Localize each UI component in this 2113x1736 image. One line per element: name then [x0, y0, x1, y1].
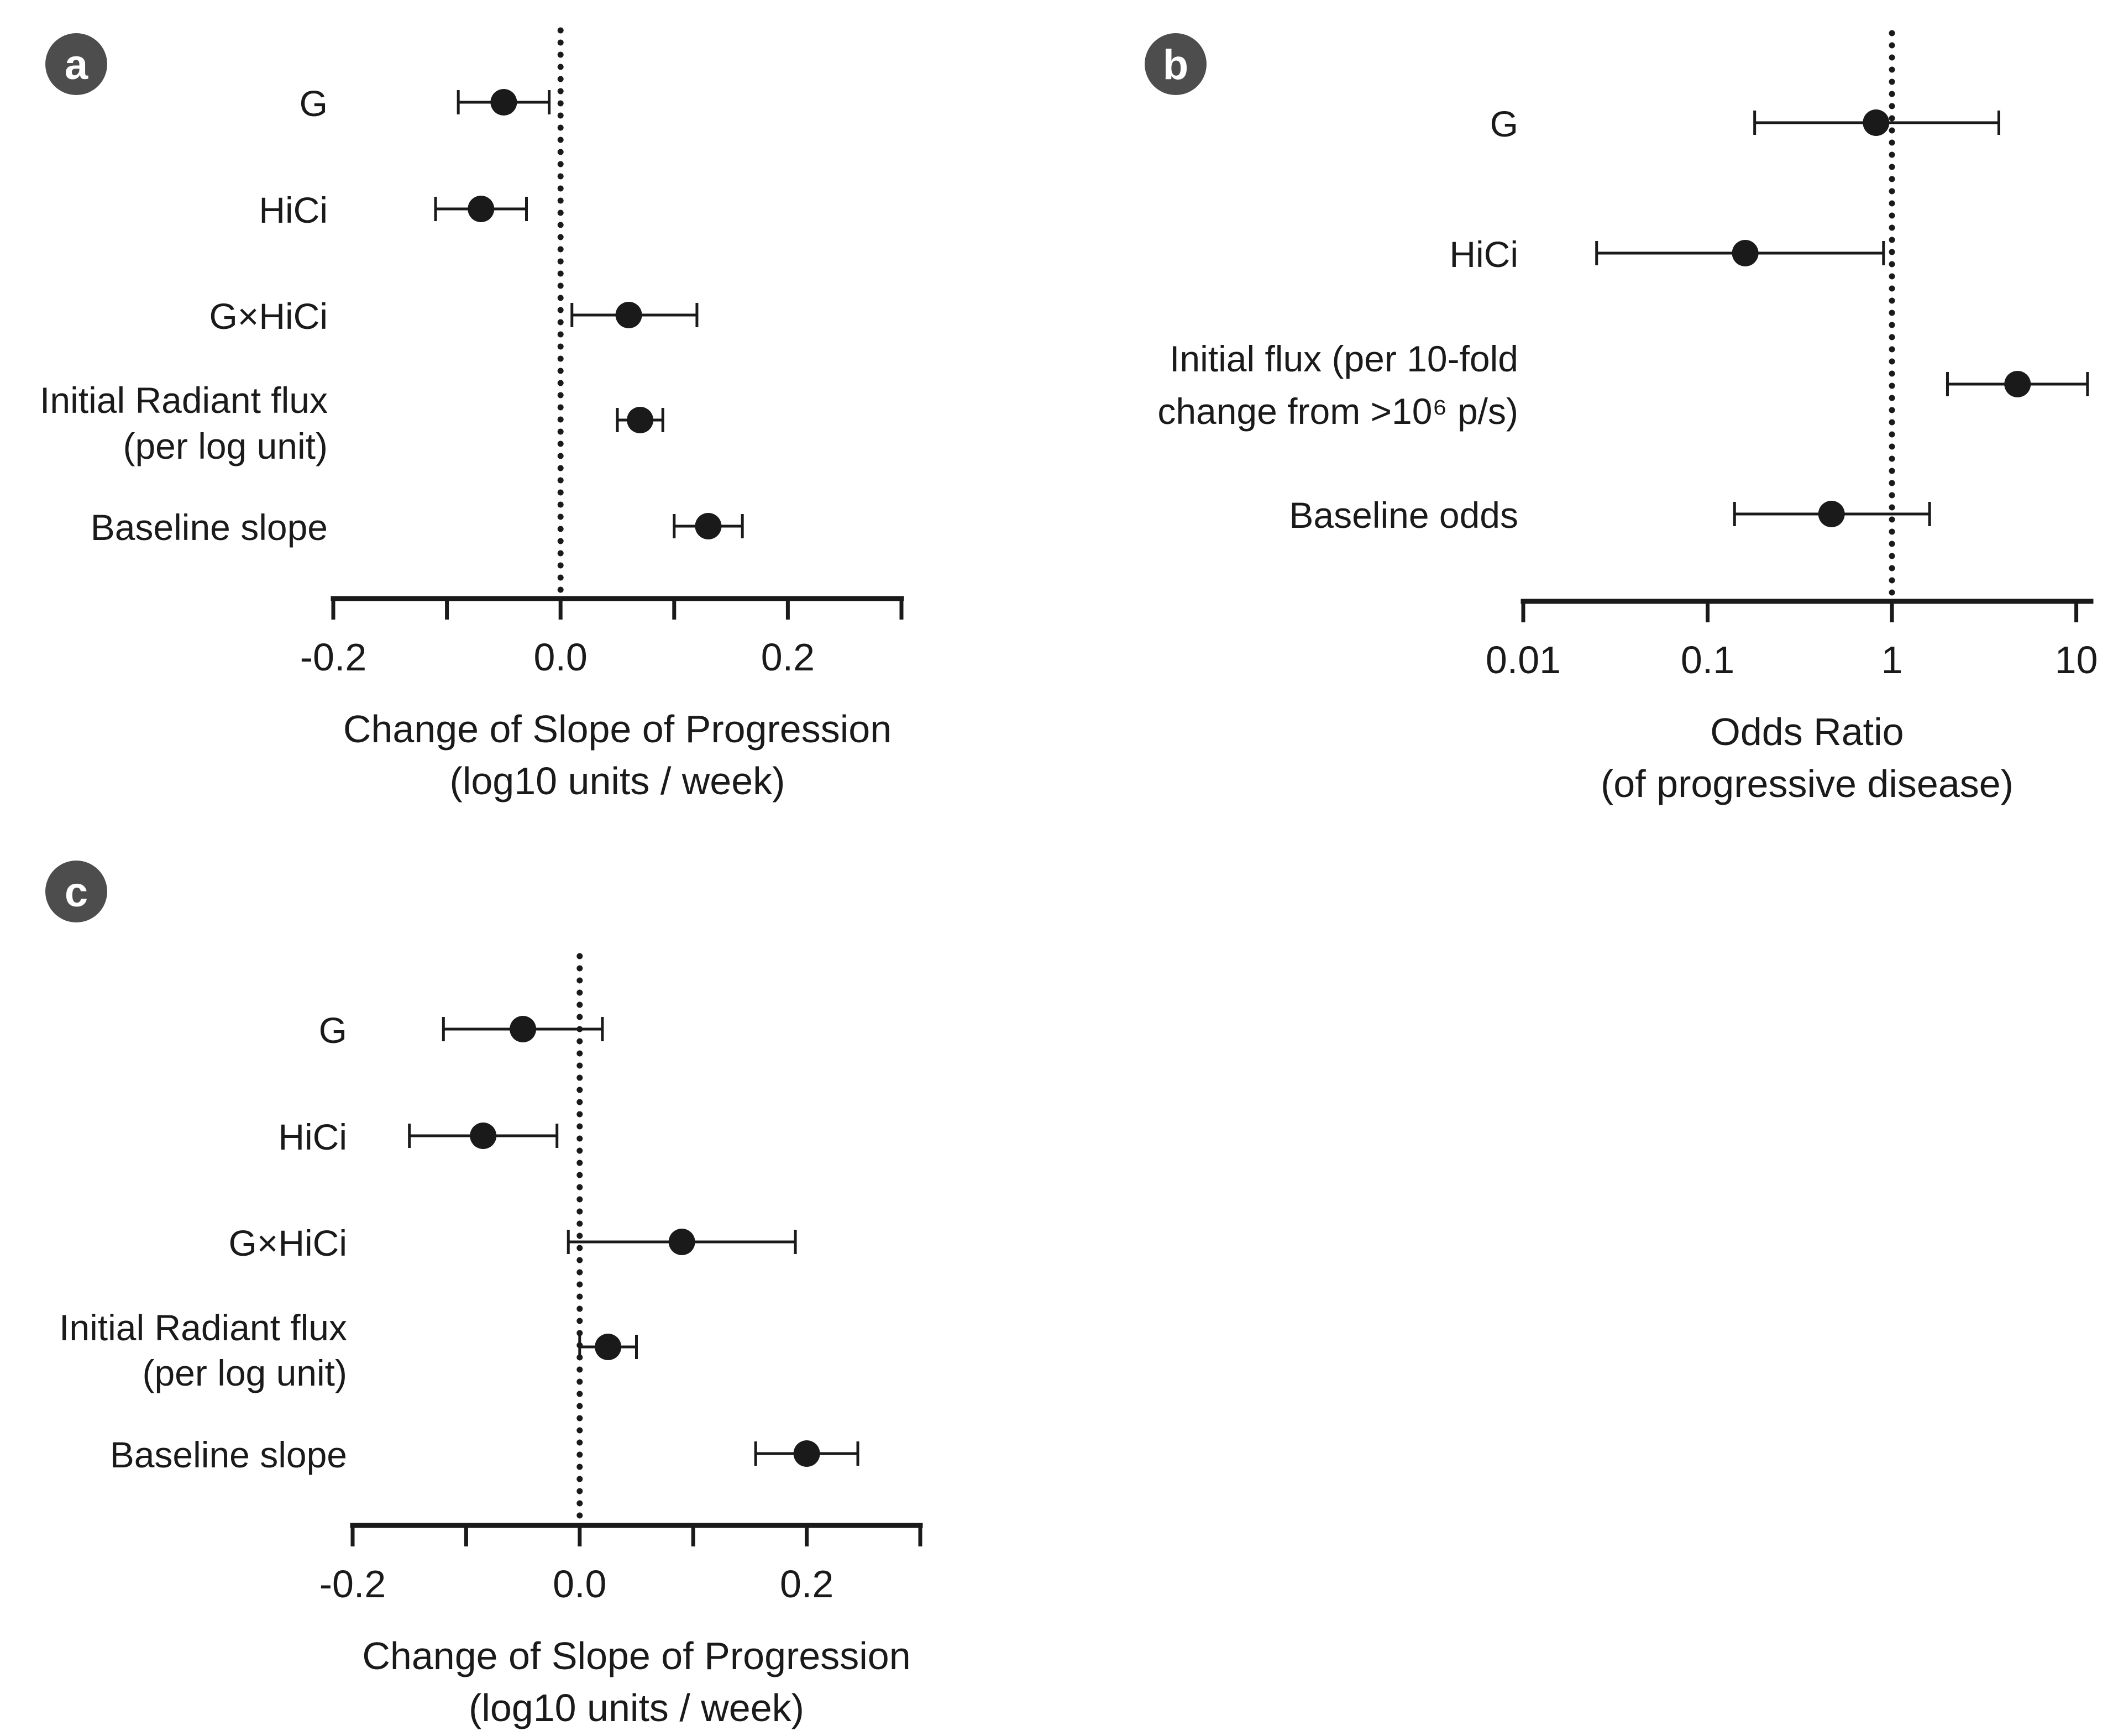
chart-a-x-axis-title-line-2: (log10 units / week) [450, 759, 785, 803]
chart-b-point-estimate-1 [1863, 109, 1890, 136]
chart-a-row-label-4-line-1: Initial Radiant flux [40, 380, 328, 421]
chart-c-badge-letter: c [65, 869, 88, 916]
chart-c-row-label-4-line-2: (per log unit) [142, 1352, 347, 1393]
panel-c: c -0.2 0.0 0.2 Change of Slope of Progressio… [45, 861, 923, 1729]
chart-b-row-label-2: HiCi [1449, 234, 1518, 275]
chart-c-point-estimate-5 [793, 1440, 820, 1467]
chart-c-row-3: G×HiCi [228, 1223, 797, 1263]
chart-a-row-4: Initial Radiant flux (per log unit) [40, 380, 664, 466]
chart-b-x-axis-title-line-2: (of progressive disease) [1601, 762, 2014, 805]
chart-b-row-3: Initial flux (per 10-fold change from >10… [1157, 338, 2089, 432]
chart-c-row-1: G [319, 1010, 604, 1051]
chart-c-tick-label-0: 0.0 [553, 1562, 606, 1606]
chart-a-row-5: Baseline slope [91, 507, 744, 548]
chart-a-row-label-5: Baseline slope [91, 507, 328, 548]
chart-a-point-estimate-1 [490, 89, 517, 116]
chart-b-row-4: Baseline odds [1289, 495, 1931, 536]
chart-b-row-label-1: G [1490, 103, 1518, 144]
chart-a-tick-label-neg0p2: -0.2 [300, 636, 367, 679]
chart-c-row-label-2: HiCi [278, 1116, 347, 1157]
chart-b-row-label-3-line-2: change from >10⁶ p/s) [1157, 391, 1518, 432]
chart-c-row-label-3: G×HiCi [228, 1223, 347, 1263]
chart-b-badge-letter: b [1163, 41, 1188, 88]
chart-b-tick-label-0p01: 0.01 [1486, 638, 1561, 681]
chart-a-tick-label-0: 0.0 [534, 636, 588, 679]
chart-c-badge [45, 861, 107, 922]
chart-b-tick-label-0p1: 0.1 [1681, 638, 1734, 681]
chart-a-row-label-3: G×HiCi [209, 296, 328, 337]
chart-c-tick-label-0p2: 0.2 [780, 1562, 833, 1606]
chart-c-row-label-4-line-1: Initial Radiant flux [59, 1307, 347, 1348]
chart-b-row-label-4: Baseline odds [1289, 495, 1518, 536]
chart-c-x-axis-title-line-1: Change of Slope of Progression [362, 1634, 910, 1677]
chart-a-badge-letter: a [65, 41, 88, 88]
chart-b-point-estimate-3 [2004, 371, 2031, 397]
chart-b-tick-label-10: 10 [2055, 638, 2098, 681]
chart-b-row-2: HiCi [1449, 234, 1885, 275]
chart-c-point-estimate-2 [470, 1123, 497, 1149]
chart-a-row-1: G [300, 83, 551, 124]
panel-a: a -0.2 0.0 0.2 Change of Slope of Progressio… [40, 27, 904, 803]
chart-b-badge [1145, 33, 1207, 95]
chart-a-row-3: G×HiCi [209, 296, 699, 337]
chart-a-badge [45, 33, 107, 95]
chart-b-row-label-3-line-1: Initial flux (per 10-fold [1170, 338, 1518, 379]
chart-c-row-5: Baseline slope [110, 1434, 859, 1475]
chart-a-row-2: HiCi [259, 190, 528, 230]
chart-a-row-label-1: G [300, 83, 328, 124]
chart-c-point-estimate-1 [510, 1016, 537, 1042]
chart-a-point-estimate-4 [627, 407, 654, 433]
chart-a-point-estimate-3 [615, 302, 642, 328]
chart-a-point-estimate-2 [468, 196, 495, 222]
chart-b-point-estimate-4 [1818, 501, 1845, 527]
chart-c-row-label-5: Baseline slope [110, 1434, 347, 1475]
chart-c-point-estimate-3 [668, 1229, 695, 1255]
chart-c-row-4: Initial Radiant flux(per log unit) [59, 1307, 638, 1393]
chart-b-tick-label-1: 1 [1881, 638, 1903, 681]
chart-b-x-axis-title-line-1: Odds Ratio [1710, 710, 1904, 753]
chart-b-row-1: G [1490, 103, 2000, 144]
chart-a-row-label-4-line-2: (per log unit) [123, 426, 328, 466]
chart-a-point-estimate-5 [695, 513, 722, 539]
chart-a-tick-label-0p2: 0.2 [761, 636, 815, 679]
panel-b: b 0.01 0.1 1 10 Odds Ratio (of progressive dis… [1145, 30, 2098, 805]
chart-a-x-axis-title-line-1: Change of Slope of Progression [343, 707, 892, 751]
chart-c-row-2: HiCi [278, 1116, 559, 1157]
chart-a-row-label-2: HiCi [259, 190, 328, 230]
chart-c-point-estimate-4 [595, 1334, 622, 1360]
chart-c-tick-label-neg0p2: -0.2 [319, 1562, 386, 1606]
chart-c-x-axis-title-line-2: (log10 units / week) [469, 1686, 804, 1729]
chart-c-row-label-1: G [319, 1010, 347, 1051]
chart-b-point-estimate-2 [1732, 240, 1759, 266]
